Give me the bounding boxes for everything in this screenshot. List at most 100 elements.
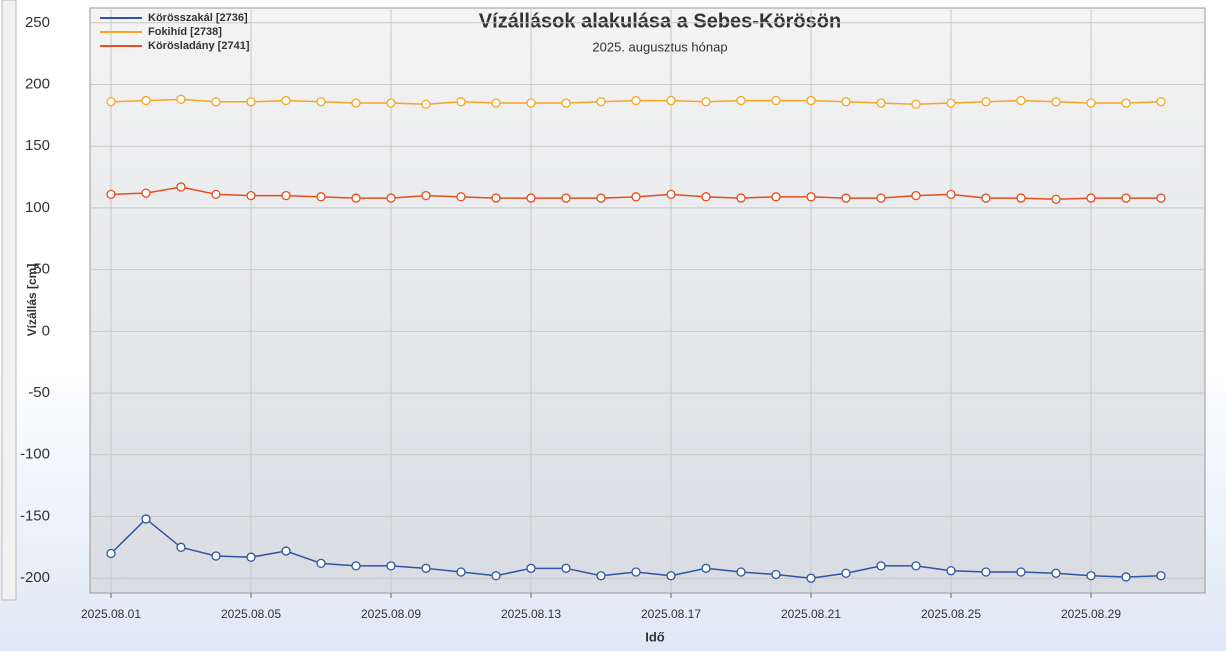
point (596, 571, 606, 581)
point (876, 561, 886, 571)
point (596, 193, 606, 203)
x-tick-label: 2025.08.05 (221, 607, 281, 621)
y-tick-label: -100 (20, 446, 50, 463)
chart-subtitle: 2025. augusztus hónap (592, 39, 727, 54)
point (596, 97, 606, 107)
point (176, 182, 186, 192)
y-tick-label: 0 (42, 322, 50, 339)
point (1121, 98, 1131, 108)
point (316, 192, 326, 202)
point (526, 193, 536, 203)
point (1086, 193, 1096, 203)
point (1156, 97, 1166, 107)
point (946, 189, 956, 200)
point (386, 98, 396, 108)
point (561, 193, 571, 203)
point (1051, 97, 1061, 107)
point (631, 567, 641, 577)
point (456, 567, 466, 577)
chart-title: Vízállások alakulása a Sebes-Körösön (479, 10, 841, 32)
x-tick-label: 2025.08.09 (361, 607, 421, 621)
point (701, 97, 711, 107)
point (491, 193, 501, 203)
plot-area (89, 7, 1206, 594)
point (246, 552, 256, 562)
point (806, 95, 816, 106)
point (211, 551, 221, 561)
point (631, 192, 641, 202)
point (1121, 193, 1131, 203)
legend-label: Körösladány [2741] (148, 40, 250, 52)
point (1051, 568, 1061, 578)
point (491, 571, 501, 581)
y-tick-label: 200 (25, 75, 50, 92)
x-tick-label: 2025.08.29 (1061, 607, 1121, 621)
point (246, 190, 256, 201)
point (771, 95, 781, 106)
point (526, 98, 536, 108)
point (1156, 193, 1166, 203)
point (386, 561, 396, 571)
point (1156, 571, 1166, 581)
y-tick-label: 150 (25, 137, 50, 154)
scrollbar[interactable] (1, 0, 17, 601)
point (631, 95, 641, 106)
legend-label: Körösszakál [2736] (148, 12, 248, 24)
point (421, 563, 431, 573)
point (981, 97, 991, 107)
point (141, 188, 151, 198)
point (911, 99, 921, 109)
point (771, 569, 781, 580)
point (736, 193, 746, 203)
x-tick-label: 2025.08.13 (501, 607, 561, 621)
point (946, 98, 956, 108)
point (211, 97, 221, 107)
y-tick-label: -200 (20, 569, 50, 586)
y-tick-label: -50 (28, 384, 50, 401)
point (421, 99, 431, 109)
point (456, 192, 466, 202)
point (526, 563, 536, 573)
point (491, 98, 501, 108)
point (876, 98, 886, 108)
point (841, 97, 851, 107)
point (666, 571, 676, 581)
point (106, 97, 116, 107)
point (351, 193, 361, 203)
point (701, 563, 711, 573)
point (1016, 95, 1026, 106)
point (351, 98, 361, 108)
point (911, 561, 921, 571)
point (666, 95, 676, 106)
point (561, 563, 571, 573)
point (806, 192, 816, 202)
y-tick-label: 50 (33, 261, 50, 278)
x-axis-label: Idő (645, 629, 665, 644)
point (351, 561, 361, 571)
point (1016, 567, 1026, 577)
point (316, 558, 326, 569)
point (106, 548, 116, 559)
point (281, 95, 291, 106)
y-tick-label: 250 (25, 14, 50, 31)
point (1121, 572, 1131, 582)
point (1086, 571, 1096, 581)
point (281, 546, 291, 556)
point (456, 97, 466, 107)
x-tick-label: 2025.08.25 (921, 607, 981, 621)
x-tick-label: 2025.08.21 (781, 607, 841, 621)
point (141, 514, 151, 524)
point (211, 189, 221, 200)
y-tick-label: 100 (25, 199, 50, 216)
point (736, 567, 746, 577)
x-tick-label: 2025.08.17 (641, 607, 701, 621)
point (841, 568, 851, 578)
point (1051, 194, 1061, 204)
point (666, 189, 676, 200)
point (106, 189, 116, 200)
point (1016, 193, 1026, 203)
point (736, 95, 746, 106)
point (176, 542, 186, 552)
y-tick-label: -150 (20, 507, 50, 524)
point (981, 193, 991, 203)
